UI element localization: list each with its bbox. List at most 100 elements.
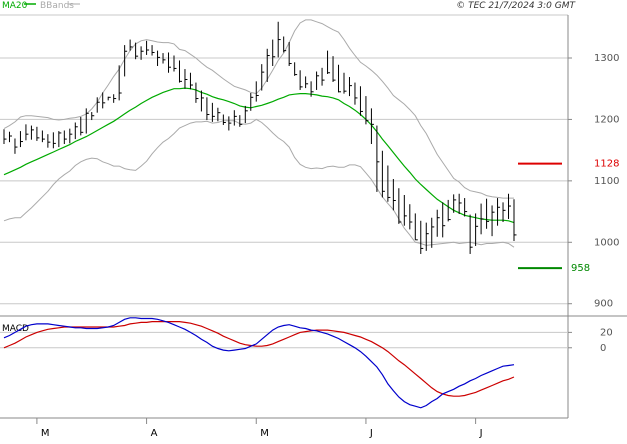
price-bar: [102, 92, 106, 109]
price-bar: [140, 46, 144, 60]
price-bar: [222, 114, 226, 125]
price-bar: [250, 93, 254, 111]
resistance-level-label: 1128: [594, 159, 619, 170]
macd-lines: [3, 317, 515, 409]
price-bar: [69, 128, 73, 144]
price-bar: [502, 202, 506, 223]
price-tick-label: 1300: [594, 53, 619, 64]
price-bar: [359, 86, 363, 116]
price-bar: [266, 48, 270, 82]
price-bar: [321, 67, 325, 86]
macd-grid: [0, 331, 568, 349]
x-tick-label: M: [41, 428, 50, 439]
price-bar: [74, 122, 78, 140]
price-bar: [464, 198, 468, 217]
price-bar: [497, 198, 501, 226]
price-bar: [168, 52, 172, 73]
price-bar: [91, 112, 95, 121]
macd-line: [3, 317, 515, 409]
price-grid: [0, 57, 568, 305]
price-bar: [310, 81, 314, 97]
price-bar: [447, 199, 451, 222]
price-bar: [277, 21, 281, 58]
price-bar: [327, 50, 331, 74]
price-bar: [414, 213, 418, 241]
price-bar: [178, 60, 182, 83]
macd-tick-label: 20: [600, 327, 613, 338]
price-y-axis: 900 1000 1100 1200 1300: [568, 53, 619, 310]
price-bar: [85, 108, 89, 134]
price-bar: [58, 131, 62, 148]
price-bar: [195, 82, 199, 103]
price-bar: [244, 105, 248, 124]
price-bar: [129, 39, 133, 51]
price-bar: [157, 50, 161, 66]
price-bar: [206, 97, 210, 121]
macd-panel-title: MACD: [2, 324, 29, 334]
ma20-line-group: [3, 87, 515, 224]
price-bar: [425, 222, 429, 251]
bband-lower-line: [3, 118, 515, 248]
price-bar: [305, 76, 309, 89]
price-bar: [348, 77, 352, 97]
legend-bbands-label: BBands: [40, 1, 74, 11]
price-bar: [343, 72, 347, 94]
signal-line: [3, 321, 515, 397]
price-tick-label: 1100: [594, 176, 619, 187]
price-bar: [8, 131, 12, 143]
price-bar: [392, 179, 396, 211]
price-bar: [162, 53, 166, 64]
price-bar: [63, 130, 67, 144]
price-bar: [52, 132, 56, 149]
timestamp-label: © TEC 21/7/2024 3:0 GMT: [456, 1, 576, 11]
price-bar: [272, 39, 276, 66]
price-bar: [283, 36, 287, 53]
price-bar: [107, 96, 111, 101]
price-bar: [135, 42, 139, 60]
price-bar: [480, 203, 484, 235]
price-bar: [469, 214, 473, 254]
macd-y-axis: 200: [568, 327, 613, 354]
price-levels: 1128 958: [518, 159, 619, 274]
price-bar: [332, 56, 336, 82]
legend-ma-label: MA20: [2, 1, 28, 11]
price-bar: [184, 69, 188, 89]
price-bar: [19, 131, 23, 148]
price-bar: [113, 94, 117, 103]
x-tick-label: J: [479, 428, 483, 439]
price-bar: [30, 125, 34, 140]
price-tick-label: 1200: [594, 114, 619, 125]
price-bar: [316, 71, 320, 90]
price-bar: [217, 107, 221, 122]
price-bar: [255, 81, 259, 102]
price-bar: [420, 220, 424, 254]
price-bar: [36, 126, 40, 141]
price-bar: [124, 45, 128, 77]
support-level-label: 958: [571, 263, 590, 274]
price-bar: [118, 65, 122, 101]
price-bar: [354, 82, 358, 105]
legend: MA20 BBands: [2, 1, 80, 11]
price-bar: [453, 194, 457, 213]
price-bar: [387, 165, 391, 202]
price-bar: [513, 199, 517, 242]
price-bar: [475, 213, 479, 246]
price-bar: [398, 188, 402, 224]
price-bar: [409, 204, 413, 230]
price-tick-label: 900: [594, 299, 613, 310]
price-bar: [370, 108, 374, 144]
price-tick-label: 1000: [594, 237, 619, 248]
price-bar: [261, 64, 265, 91]
macd-tick-label: 0: [600, 343, 606, 354]
price-bar: [403, 194, 407, 226]
bollinger-bands: [3, 19, 515, 248]
price-bar: [442, 202, 446, 238]
price-bar: [151, 45, 155, 56]
price-bar: [96, 97, 100, 113]
price-bar: [338, 64, 342, 93]
price-bar: [228, 116, 232, 131]
x-tick-label: J: [369, 428, 373, 439]
